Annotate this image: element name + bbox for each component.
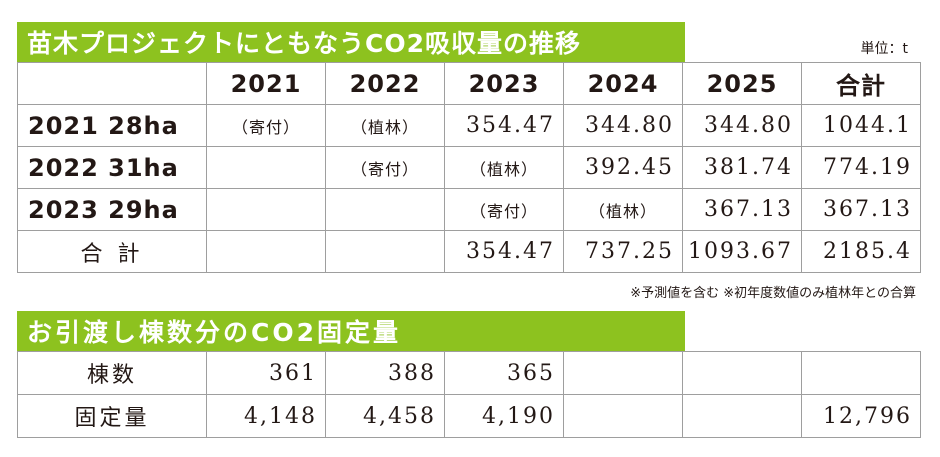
table-cell [682, 351, 802, 395]
table-cell: （寄付） [444, 188, 564, 231]
table-cell: 392.45 [563, 146, 683, 189]
table-row: 2022 31ha （寄付） （植林） 392.45 381.74 774.19 [17, 146, 921, 189]
table-cell: 367.13 [682, 188, 802, 231]
table-cell [206, 188, 326, 231]
table-cell [325, 230, 445, 273]
footnote: ※予測値を含む ※初年度数値のみ植林年との合算 [630, 286, 916, 301]
table-cell: 361 [206, 351, 326, 395]
table-cell [325, 188, 445, 231]
table-cell: 12,796 [801, 394, 921, 438]
table-cell [563, 351, 683, 395]
table-cell: 344.80 [563, 104, 683, 147]
table-cell: 774.19 [801, 146, 921, 189]
row-label: 2022 31ha [17, 146, 207, 189]
co2-absorption-title: 苗木プロジェクトにともなうCO2吸収量の推移 [17, 22, 685, 62]
table-cell: 1044.1 [801, 104, 921, 147]
header-cell-empty [17, 62, 207, 105]
table-row: 固定量 4,148 4,458 4,190 12,796 [17, 394, 921, 438]
header-cell-total: 合計 [801, 62, 921, 105]
row-label: 棟数 [17, 351, 207, 395]
row-label: 2023 29ha [17, 188, 207, 231]
table-cell [801, 351, 921, 395]
row-label: 2021 28ha [17, 104, 207, 147]
table-cell: （植林） [325, 104, 445, 147]
total-row: 合 計 354.47 737.25 1093.67 2185.4 [17, 230, 921, 273]
header-cell-2023: 2023 [444, 62, 564, 105]
table-cell: 4,190 [444, 394, 564, 438]
table-cell: 365 [444, 351, 564, 395]
unit-label: 単位：t [860, 41, 909, 57]
table-cell [682, 394, 802, 438]
table-cell: 367.13 [801, 188, 921, 231]
table-row: 棟数 361 388 365 [17, 351, 921, 395]
header-cell-2021: 2021 [206, 62, 326, 105]
table-cell: 388 [325, 351, 445, 395]
table-cell: 381.74 [682, 146, 802, 189]
row-label: 固定量 [17, 394, 207, 438]
table-cell [563, 394, 683, 438]
table-cell: 737.25 [563, 230, 683, 273]
header-cell-2022: 2022 [325, 62, 445, 105]
row-label: 合 計 [17, 230, 207, 273]
co2-fixation-table: 棟数 361 388 365 固定量 4,148 4,458 4,190 12,… [17, 351, 921, 438]
table-cell: 4,458 [325, 394, 445, 438]
table-cell: 2185.4 [801, 230, 921, 273]
table-cell: （植林） [444, 146, 564, 189]
table-cell: （寄付） [206, 104, 326, 147]
table-cell [206, 230, 326, 273]
table-cell: 1093.67 [682, 230, 802, 273]
table-cell: 4,148 [206, 394, 326, 438]
header-row: 2021 2022 2023 2024 2025 合計 [17, 62, 921, 105]
co2-fixation-title: お引渡し棟数分のCO2固定量 [17, 311, 685, 351]
table-cell: （植林） [563, 188, 683, 231]
header-cell-2024: 2024 [563, 62, 683, 105]
co2-absorption-table: 2021 2022 2023 2024 2025 合計 2021 28ha （寄… [17, 62, 921, 273]
table-cell: （寄付） [325, 146, 445, 189]
table-row: 2021 28ha （寄付） （植林） 354.47 344.80 344.80… [17, 104, 921, 147]
table-cell: 354.47 [444, 104, 564, 147]
table-cell: 354.47 [444, 230, 564, 273]
table-cell [206, 146, 326, 189]
table-row: 2023 29ha （寄付） （植林） 367.13 367.13 [17, 188, 921, 231]
table-cell: 344.80 [682, 104, 802, 147]
header-cell-2025: 2025 [682, 62, 802, 105]
